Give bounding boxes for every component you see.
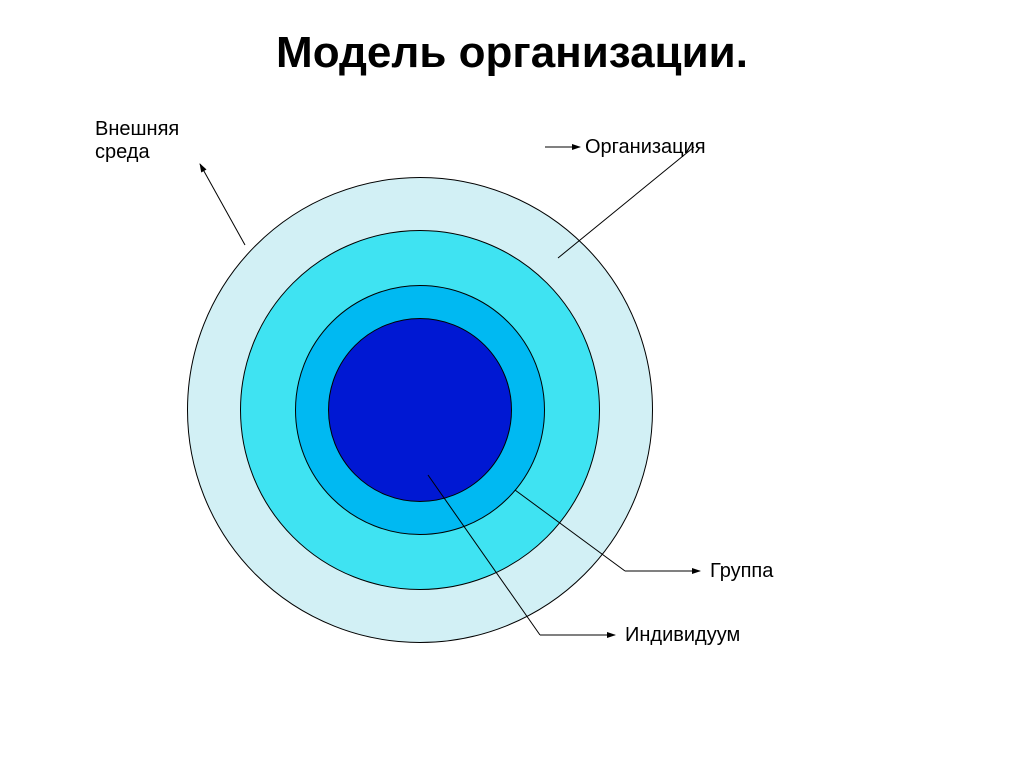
label-external-env: Внешняя среда xyxy=(95,118,179,164)
label-group: Группа xyxy=(710,560,773,583)
label-individual: Индивидуум xyxy=(625,624,740,647)
label-organization: Организация xyxy=(585,136,706,159)
page-title: Модель организации. xyxy=(0,28,1024,78)
circle-core xyxy=(328,318,512,502)
